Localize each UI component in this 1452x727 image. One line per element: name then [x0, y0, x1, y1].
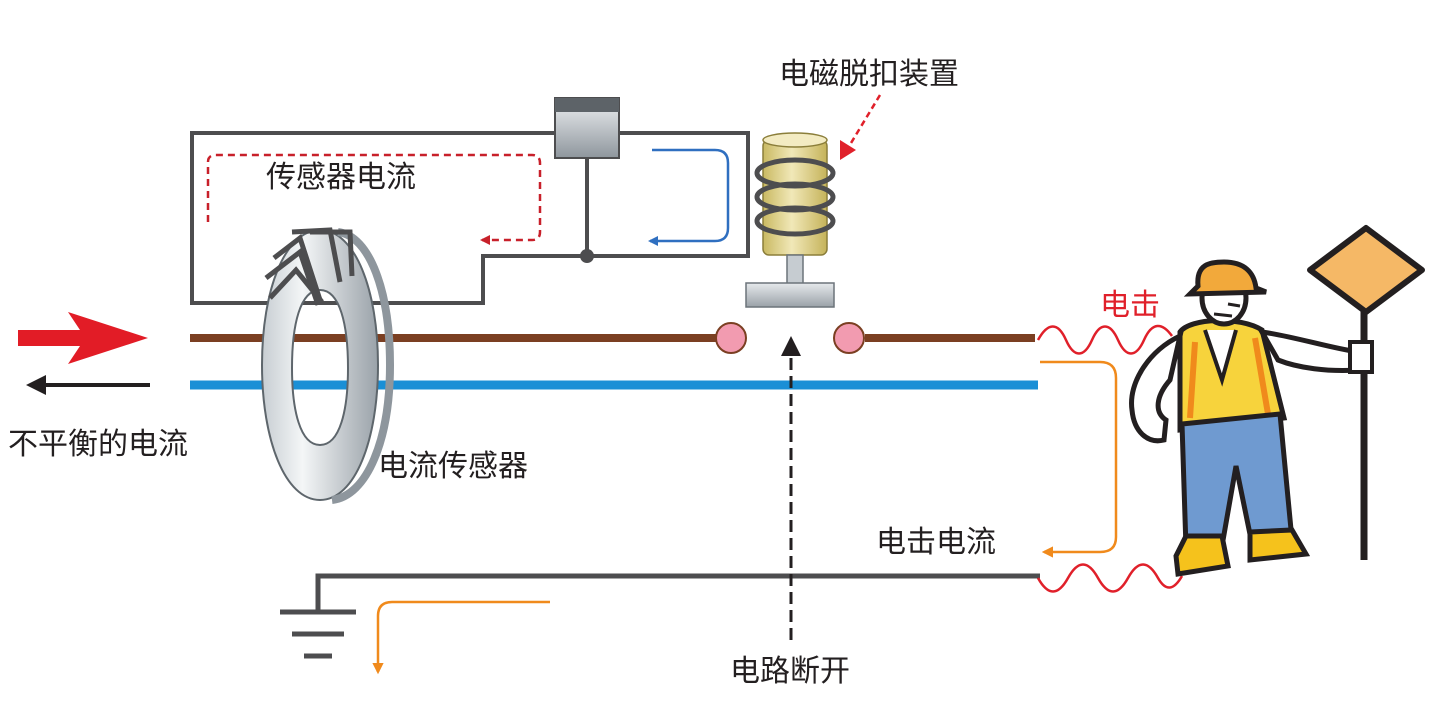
worker-trousers [1179, 411, 1295, 551]
worker-right-arm [1257, 328, 1361, 373]
sensor-current-arrow [206, 153, 542, 245]
relay-plunger [786, 254, 804, 286]
worker-left-arm [1129, 331, 1184, 444]
contact-left [715, 322, 747, 354]
shock-wave-bottom [1036, 563, 1184, 593]
circuit-break-arrow [781, 336, 801, 640]
warning-sign [1307, 225, 1425, 315]
shock-current-path [1040, 360, 1118, 558]
sensor-loop-wire [190, 131, 750, 305]
shock-wave-top [1036, 324, 1174, 355]
ground-wire [315, 573, 1040, 612]
worker-helmet [1183, 259, 1267, 297]
loop-current-arrow [648, 148, 730, 246]
relay-pointer-arrow [846, 94, 882, 149]
current-sensor-ring [260, 227, 395, 504]
shock-label: 电击 [1100, 288, 1160, 323]
ring-edge [331, 228, 395, 504]
control-circuit [190, 97, 750, 305]
unbalanced-current-arrow [18, 312, 148, 364]
current-sensor-label: 电流传感器 [378, 449, 528, 484]
contact-right [833, 322, 865, 354]
relay-core [762, 139, 828, 256]
relay-plate [745, 282, 835, 308]
control-box-top [555, 98, 619, 112]
unbalanced-current-label: 不平衡的电流 [8, 427, 188, 462]
circuit-break-label: 电路断开 [730, 654, 850, 689]
electromagnetic-relay [745, 94, 882, 308]
worker-right-boot [1247, 527, 1311, 563]
main-wires [190, 322, 1040, 659]
ring-body [260, 228, 380, 502]
return-current-arrow [26, 375, 150, 395]
worker-left-boot [1173, 533, 1231, 577]
relay-coil [754, 157, 836, 237]
ground-current-arrow [372, 600, 550, 675]
relay-label: 电磁脱扣装置 [779, 57, 959, 92]
relay-pointer-head [840, 140, 856, 160]
sensor-current-label: 传感器电流 [266, 160, 416, 195]
ring-winding [264, 227, 355, 306]
junction-dot [580, 249, 594, 263]
worker-figure [1129, 225, 1425, 577]
shock-current-label: 电击电流 [876, 525, 996, 560]
